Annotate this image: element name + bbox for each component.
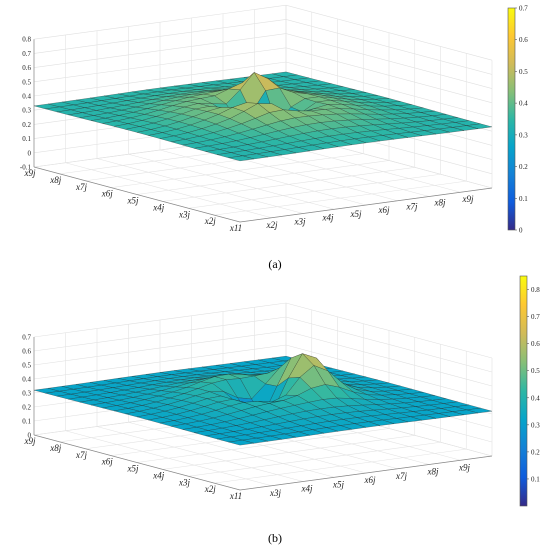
y-tick-label: x6j bbox=[378, 205, 390, 215]
z-tick-label: 0.4 bbox=[22, 93, 31, 101]
x-tick-label: x7j bbox=[75, 450, 87, 460]
z-tick-label: 0.7 bbox=[22, 50, 31, 58]
x-tick-label: x9j bbox=[24, 168, 36, 178]
colorbar-tick-label: 0.6 bbox=[519, 36, 528, 44]
colorbar-tick-label: 0.1 bbox=[519, 195, 528, 203]
wall-gridline bbox=[33, 19, 493, 75]
y-tick-label: x8j bbox=[427, 467, 439, 477]
z-tick-label: 0.8 bbox=[22, 36, 31, 44]
panel-b-caption: (b) bbox=[268, 531, 282, 545]
colorbar-tick-label: 0.5 bbox=[531, 367, 540, 375]
y-tick-label: x7j bbox=[395, 471, 407, 481]
y-tick-label: x4j bbox=[322, 213, 334, 223]
y-tick-label: x5j bbox=[350, 209, 362, 219]
y-tick-label: x8j bbox=[434, 198, 446, 208]
x-tick-label: x2j bbox=[204, 484, 216, 494]
z-tick-label: 0.1 bbox=[22, 135, 31, 143]
wall-gridline bbox=[33, 4, 493, 61]
x-tick-label: x2j bbox=[204, 216, 216, 226]
x-tick-label: x7j bbox=[75, 182, 87, 192]
y-tick-label: x7j bbox=[406, 201, 418, 211]
surface-patch bbox=[228, 439, 255, 446]
z-tick-label: 0 bbox=[28, 149, 32, 157]
surface-patch bbox=[228, 155, 255, 162]
floor-edge bbox=[33, 434, 493, 491]
colorbar-tick-label: 0.6 bbox=[531, 340, 540, 348]
colorbar-tick-label: 0.4 bbox=[531, 394, 540, 402]
z-tick-label: 0 bbox=[28, 432, 32, 440]
z-tick-label: 0.4 bbox=[22, 376, 31, 384]
x-tick-label: x6j bbox=[101, 457, 113, 467]
wall-gridline bbox=[33, 302, 493, 359]
y-tick-label: x3j bbox=[269, 488, 281, 498]
z-tick-label: 0.1 bbox=[22, 418, 31, 426]
colorbar-tick-label: 0.3 bbox=[531, 421, 540, 429]
colorbar-tick-label: 0.3 bbox=[519, 131, 528, 139]
panel-a: -0.1 0 0.1 0.2 0.3 0.4 0.5 0.6 0.7 0.8 x9j x8j x7j x6… bbox=[20, 5, 528, 235]
floor-gridline bbox=[111, 153, 364, 188]
colorbar-tick-label: 0.4 bbox=[519, 100, 528, 108]
z-tick-label: 0.3 bbox=[22, 390, 31, 398]
x-tick-label: x5j bbox=[127, 196, 139, 206]
x-tick-label: x11 bbox=[229, 491, 242, 501]
x-tick-label: x8j bbox=[49, 175, 61, 185]
panel-a-caption: (a) bbox=[268, 257, 281, 271]
colorbar-tick-label: 0.1 bbox=[531, 475, 540, 483]
x-tick-label: x11 bbox=[229, 223, 242, 233]
x-tick-label: x3j bbox=[178, 477, 190, 487]
x-tick-label: x4j bbox=[152, 202, 164, 212]
z-tick-label: 0.5 bbox=[22, 362, 31, 370]
z-tick-label: 0.2 bbox=[22, 404, 31, 412]
colorbar-tick-label: 0 bbox=[519, 227, 523, 235]
x-tick-label: x4j bbox=[152, 470, 164, 480]
z-tick-label: -0.1 bbox=[20, 164, 32, 172]
z-tick-label: 0.6 bbox=[22, 64, 31, 72]
x-tick-label: x6j bbox=[101, 189, 113, 199]
z-tick-label: 0.7 bbox=[22, 334, 31, 342]
colorbar-tick-label: 0.2 bbox=[519, 163, 528, 171]
y-tick-label: x9j bbox=[462, 194, 474, 204]
colorbar bbox=[507, 7, 516, 231]
colorbar-tick-label: 0.7 bbox=[519, 5, 528, 13]
colorbar-tick-label: 0.8 bbox=[531, 286, 540, 294]
x-tick-label: x5j bbox=[127, 464, 139, 474]
surface bbox=[33, 71, 493, 162]
y-tick-label: x4j bbox=[301, 484, 313, 494]
colorbar-tick-label: 0.7 bbox=[531, 313, 540, 321]
y-tick-label: x2j bbox=[266, 220, 278, 230]
z-tick-label: 0.2 bbox=[22, 121, 31, 129]
surface bbox=[33, 353, 493, 446]
z-tick-label: 0.6 bbox=[22, 348, 31, 356]
x-tick-label: x8j bbox=[49, 443, 61, 453]
y-tick-label: x6j bbox=[364, 475, 376, 485]
z-tick-label: 0.5 bbox=[22, 78, 31, 86]
panel-b: 0 0.1 0.2 0.3 0.4 0.5 0.6 0.7 x9j x8j x7j x6j x5j x4j… bbox=[22, 275, 540, 507]
y-tick-label: x3j bbox=[294, 216, 306, 226]
colorbar-tick-label: 0.5 bbox=[519, 68, 528, 76]
y-tick-label: x9j bbox=[458, 462, 470, 472]
x-tick-label: x9j bbox=[24, 436, 36, 446]
colorbar bbox=[519, 275, 528, 507]
floor-gridline bbox=[159, 149, 367, 206]
floor-edge bbox=[33, 166, 493, 223]
colorbar-tick-label: 0.2 bbox=[531, 448, 540, 456]
z-tick-label: 0.3 bbox=[22, 107, 31, 115]
x-tick-label: x3j bbox=[178, 209, 190, 219]
y-tick-label: x5j bbox=[332, 479, 344, 489]
